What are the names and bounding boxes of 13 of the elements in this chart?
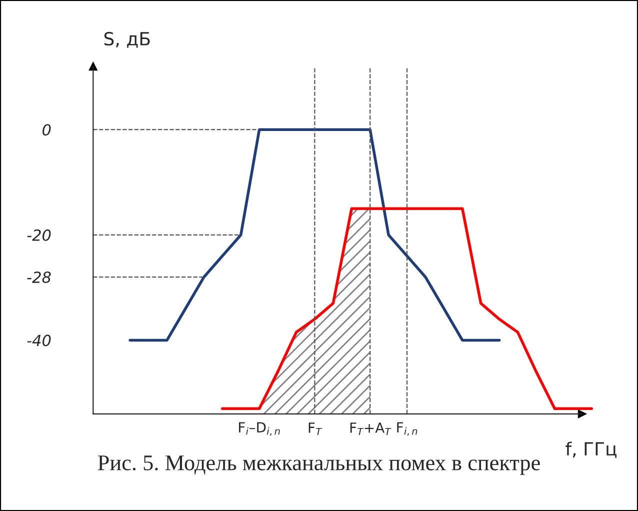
y-tick-label: -40 [27, 334, 51, 346]
line-series [220, 207, 594, 410]
x-tick-label: F$_{i,n}$ [397, 422, 418, 436]
x-tick-label: F$_{T}$+A$_{T}$ [350, 422, 392, 436]
x-tick-label: F$_{T}$ [308, 422, 322, 436]
y-tick-label: 0 [42, 124, 51, 136]
line-series [128, 128, 501, 342]
y-axis-title: S, дБ [104, 32, 150, 48]
y-tick-label: -20 [27, 229, 51, 241]
text: Рис. 5. Модель межканальных помех в спектре [98, 456, 540, 475]
y-tick-label: -28 [27, 271, 51, 284]
x-tick-label: F$_{i}$–D$_{i,n}$ [239, 422, 280, 436]
x-axis-title: f, ГГц [566, 442, 617, 458]
